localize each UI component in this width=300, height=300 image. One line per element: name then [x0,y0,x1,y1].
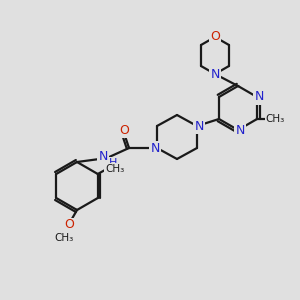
Text: O: O [210,29,220,43]
Text: O: O [64,218,74,232]
Text: O: O [119,124,129,136]
Text: H: H [109,158,117,168]
Text: N: N [194,119,204,133]
Text: N: N [98,151,108,164]
Text: N: N [150,142,160,154]
Text: N: N [210,68,220,82]
Text: N: N [235,124,245,136]
Text: CH₃: CH₃ [266,114,285,124]
Text: CH₃: CH₃ [54,233,74,243]
Text: N: N [254,91,264,103]
Text: CH₃: CH₃ [105,164,124,174]
